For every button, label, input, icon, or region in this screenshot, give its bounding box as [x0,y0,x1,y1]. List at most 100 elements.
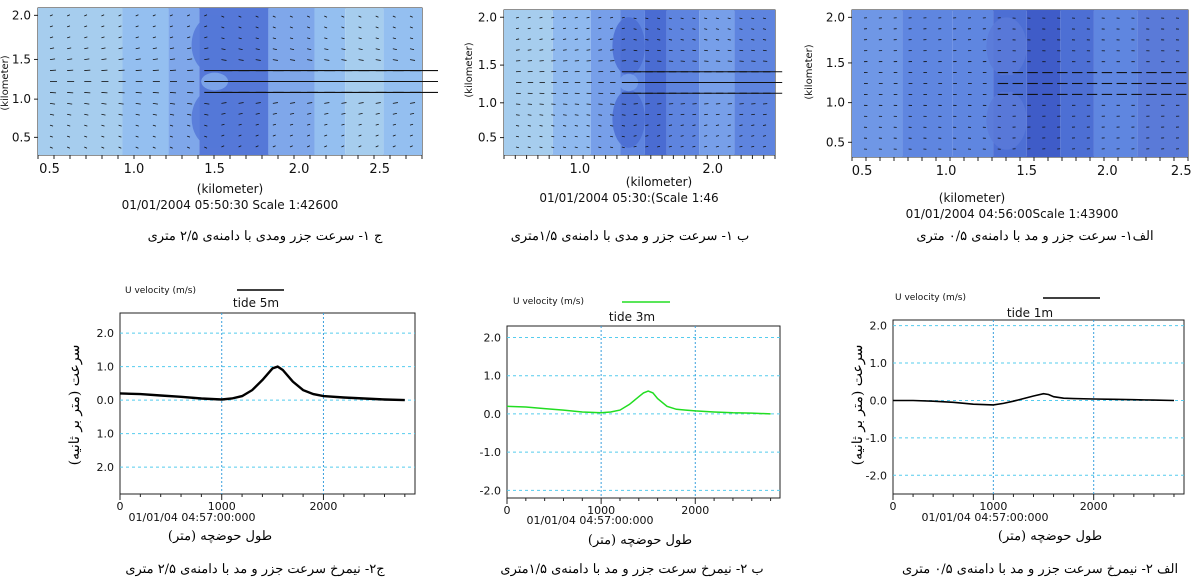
velocity-arrow [715,135,719,137]
velocity-chart-b2: U velocity (m/s) tide 3m 2.0 1.0 0.0 -1.0 -2… [480,297,781,577]
velocity-arrow [358,145,362,148]
velocity-arrow [704,124,708,126]
velocity-arrow [633,39,637,41]
velocity-arrow [101,14,105,17]
velocity-arrow [562,16,567,19]
y-tick-label: 1.0 [97,361,115,374]
x-tick-label: 0.5 [39,162,60,177]
velocity-arrow [187,36,191,39]
velocity-arrow [375,102,381,104]
velocity-arrow [621,146,625,149]
velocity-arrow [84,113,89,116]
chart-title: tide 1m [1007,306,1053,320]
velocity-arrow [551,146,555,149]
velocity-arrow [715,17,719,20]
velocity-arrow [727,145,731,148]
y-tick-label: 2.0 [478,10,497,24]
plot-frame [506,325,781,499]
y-tick-label: -2.0 [866,469,887,482]
velocity-arrow [562,125,567,127]
velocity-arrow [586,16,590,19]
contour-lobe-lower [612,89,645,148]
velocity-arrow [204,124,208,127]
velocity-arrow [255,59,261,61]
velocity-arrow [187,124,191,127]
velocity-arrow [238,123,242,126]
velocity-arrow [324,15,328,18]
velocity-arrow [610,125,614,127]
velocity-arrow [135,58,141,61]
velocity-arrow [324,48,329,51]
y-tick-label: 1.0 [478,96,497,110]
velocity-arrow [621,16,625,19]
velocity-arrow [307,59,313,61]
velocity-arrow [49,58,56,61]
velocity-arrow [739,124,743,126]
velocity-arrow [692,145,696,148]
velocity-chart-c2: U velocity (m/s) tide 5m 2.01.00.01.02.0… [67,286,416,577]
velocity-arrow [668,17,672,20]
chart-title: tide 5m [233,296,279,310]
velocity-arrow [727,124,731,126]
velocity-arrow [152,135,156,138]
y-tick-label: 2.0 [12,8,31,22]
velocity-arrow [306,145,311,148]
velocity-arrow [739,145,743,148]
y-tick-label: 0.0 [870,394,888,407]
chart-legend-label: U velocity (m/s) [513,297,584,307]
velocity-arrow [221,112,226,115]
x-tick-label: 1000 [979,500,1007,513]
velocity-arrow [187,47,192,50]
velocity-arrow [186,135,191,138]
chart-grid [893,320,1184,494]
velocity-arrow [751,39,755,41]
map-y-ticks: 2.0 1.5 1.0 0.5 [12,8,38,144]
velocity-arrow [272,112,277,115]
y-tick-label: 0.5 [826,135,845,149]
velocity-arrow [255,112,260,115]
velocity-arrow [633,17,637,20]
velocity-arrow [307,48,312,51]
map-x-ticks: 0.5 1.0 1.5 2.0 2.5 [37,155,423,177]
velocity-arrow [67,113,72,116]
velocity-arrow [101,135,105,138]
velocity-arrow [118,135,122,138]
velocity-arrow [692,124,696,126]
velocity-arrow [135,14,139,17]
velocity-arrow [152,58,158,61]
chart-caption: الف ۲- نیمرخ سرعت جزر و مد با دامنه‌ی ۰/… [902,562,1178,577]
velocity-arrow [135,124,139,127]
velocity-arrow [527,135,531,138]
velocity-arrow [392,26,396,29]
x-tick-label: 1000 [587,504,615,517]
velocity-arrow [598,38,602,40]
velocity-arrow [586,27,590,30]
velocity-arrow [341,37,345,40]
velocity-arrow [204,47,209,50]
velocity-arrow [727,17,731,20]
velocity-arrow [515,27,520,30]
map-x-axis-label: (kilometer) [626,175,692,189]
velocity-arrow [751,28,755,30]
x-tick-label: 1000 [208,500,236,513]
velocity-arrow [169,47,175,50]
velocity-arrow [392,123,397,126]
velocity-arrow [598,125,602,127]
velocity-arrow [152,36,157,39]
velocity-arrow [657,124,661,126]
chart-y-tick-labels: 2.0 1.0 0.0 -1.0 -2.0 [866,320,887,483]
velocity-arrow [358,112,363,115]
velocity-arrow [118,102,124,105]
velocity-arrow [84,135,88,138]
velocity-arrow [621,38,626,40]
velocity-arrow [551,38,555,40]
velocity-arrow [152,47,157,50]
y-tick-label: 2.0 [870,320,888,333]
velocity-arrow [392,112,397,115]
velocity-arrow [289,145,293,148]
velocity-arrow [118,146,122,149]
velocity-arrow [186,146,191,149]
velocity-arrow [152,14,156,17]
velocity-arrow [67,47,72,50]
chart-footer: 01/01/04 04:57:00:000 [128,511,255,524]
